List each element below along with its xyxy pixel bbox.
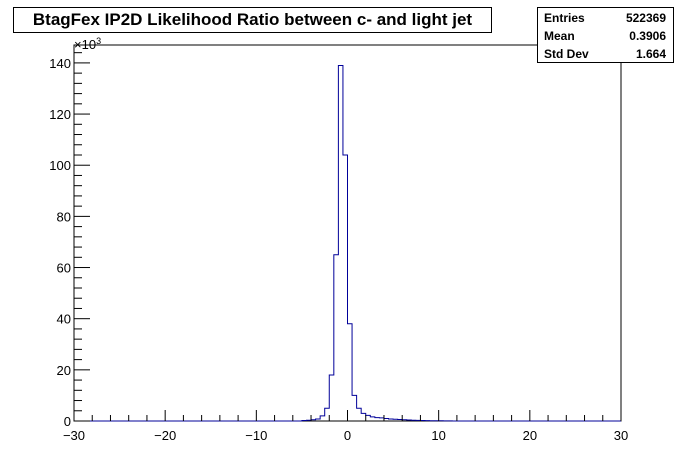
y-multiplier-base: ×10	[74, 37, 96, 52]
chart-title-text: BtagFex IP2D Likelihood Ratio between c-…	[32, 10, 473, 29]
stats-row-stddev: Std Dev 1.664	[544, 45, 666, 63]
y-multiplier-exponent: 3	[96, 36, 101, 46]
chart-title: BtagFex IP2D Likelihood Ratio between c-…	[13, 7, 492, 33]
x-tick-label: 30	[614, 428, 628, 443]
x-tick-label: −10	[245, 428, 267, 443]
y-tick-label: 20	[57, 363, 71, 378]
stats-mean-label: Mean	[544, 29, 575, 43]
x-tick-label: 10	[431, 428, 445, 443]
y-tick-label: 100	[49, 158, 71, 173]
histogram	[74, 64, 621, 422]
y-multiplier: ×103	[74, 36, 101, 52]
stats-stddev-label: Std Dev	[544, 47, 589, 61]
stats-stddev-value: 1.664	[635, 47, 666, 61]
stats-row-mean: Mean 0.3906	[544, 27, 666, 45]
histogram-line	[74, 64, 621, 422]
y-tick-label: 60	[57, 261, 71, 276]
x-tick-label: −20	[154, 428, 176, 443]
y-axis: 0 20 40 60 80 100 120 140	[49, 52, 90, 429]
stats-entries-label: Entries	[544, 11, 585, 25]
x-axis: −30 −20 −10 0 10 20 30	[63, 410, 628, 443]
x-tick-label: 20	[523, 428, 537, 443]
stats-box: Entries 522369 Mean 0.3906 Std Dev 1.664	[537, 7, 674, 63]
stats-entries-value: 522369	[625, 11, 666, 25]
stats-row-entries: Entries 522369	[544, 9, 666, 27]
y-tick-label: 140	[49, 56, 71, 71]
x-tick-label: −30	[63, 428, 85, 443]
y-tick-label: 40	[57, 312, 71, 327]
y-tick-label: 0	[64, 414, 71, 429]
x-tick-label: 0	[344, 428, 351, 443]
y-tick-label: 80	[57, 209, 71, 224]
stats-mean-value: 0.3906	[629, 29, 666, 43]
y-tick-label: 120	[49, 107, 71, 122]
